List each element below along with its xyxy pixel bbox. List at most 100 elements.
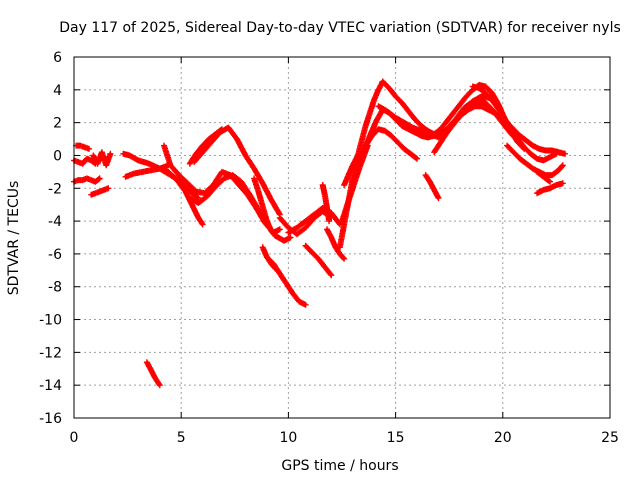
data-point (162, 144, 166, 147)
data-point (471, 85, 474, 88)
data-point (402, 121, 406, 124)
data-point (448, 126, 451, 129)
data-point (205, 195, 209, 198)
data-point (342, 183, 346, 187)
data-point (510, 128, 513, 131)
series-arc35 (143, 359, 163, 389)
data-point (186, 182, 189, 185)
data-point (400, 124, 404, 128)
data-point (278, 228, 282, 231)
data-point (544, 177, 547, 180)
data-point (432, 188, 436, 192)
data-point (364, 124, 367, 128)
series-arc19 (319, 182, 333, 225)
data-point (345, 206, 348, 210)
data-point (351, 164, 354, 167)
plot-frame (73, 56, 611, 419)
data-point (516, 137, 520, 141)
data-point (207, 137, 211, 141)
data-point (377, 105, 380, 108)
data-point (362, 150, 365, 154)
data-point (385, 109, 389, 113)
data-point (188, 162, 191, 165)
data-point (321, 206, 324, 210)
data-point (377, 128, 380, 131)
point-markers (73, 142, 92, 152)
data-point (270, 198, 273, 201)
data-point (531, 167, 535, 170)
data-point (257, 208, 260, 211)
y-tick-label: -4 (48, 214, 62, 230)
data-point (538, 147, 541, 151)
data-point (402, 147, 406, 151)
data-point (360, 141, 363, 144)
data-point (278, 272, 282, 275)
data-point (387, 86, 391, 90)
data-point (535, 191, 539, 195)
data-point (220, 170, 224, 174)
data-point (540, 173, 543, 177)
data-point (287, 231, 290, 234)
data-point (197, 196, 200, 200)
data-point (518, 157, 522, 160)
data-point (338, 252, 342, 256)
axis-ticks: 0 5 10 15 20 25 -16 -14 -12 -10 -8 -6 -4 -2 0 2 4 6 (39, 50, 619, 446)
data-point (240, 180, 243, 183)
series-arc2 (71, 155, 99, 167)
x-axis-label: GPS time / hours (281, 458, 398, 474)
y-tick-label: -10 (39, 313, 62, 329)
series-arc4 (88, 185, 112, 198)
data-point (452, 111, 455, 114)
data-point (325, 228, 329, 231)
data-point (282, 239, 286, 242)
data-point (484, 85, 487, 88)
data-point (428, 180, 432, 183)
series-arc25 (362, 126, 420, 162)
data-point (325, 206, 329, 210)
data-point (467, 108, 470, 111)
data-point (94, 191, 97, 195)
data-point (289, 236, 292, 239)
data-point (439, 128, 442, 131)
data-point (304, 244, 307, 247)
data-point (497, 108, 500, 111)
data-point (396, 141, 399, 144)
data-point (394, 116, 397, 119)
data-point (338, 246, 342, 249)
data-point (167, 170, 170, 174)
data-point (415, 157, 419, 160)
y-tick-label: -8 (48, 280, 62, 296)
data-point (175, 178, 179, 182)
data-point (460, 113, 464, 116)
data-point (158, 383, 161, 387)
series-arc1 (73, 142, 92, 152)
series-arc32 (534, 168, 553, 185)
data-point (561, 182, 565, 185)
data-point (287, 226, 290, 229)
data-point (190, 203, 194, 206)
series-arc18 (302, 242, 335, 279)
data-point (87, 147, 91, 151)
data-point (85, 157, 89, 160)
data-point (478, 100, 481, 103)
data-point (503, 124, 507, 128)
data-point (518, 134, 522, 137)
data-point (561, 164, 565, 167)
data-point (503, 118, 507, 121)
data-point (349, 193, 352, 197)
data-point (201, 150, 204, 154)
data-point (297, 300, 301, 303)
data-point (261, 205, 264, 208)
data-point (188, 196, 191, 200)
data-point (83, 146, 86, 149)
data-point (154, 377, 157, 380)
data-point (190, 191, 194, 195)
data-point (484, 101, 487, 105)
data-point (278, 216, 282, 220)
data-point (274, 234, 277, 238)
data-point (98, 177, 101, 180)
x-tick-label: 0 (70, 430, 79, 446)
series-arc8 (156, 165, 206, 228)
data-point (557, 169, 560, 172)
series-arc13 (251, 175, 279, 239)
